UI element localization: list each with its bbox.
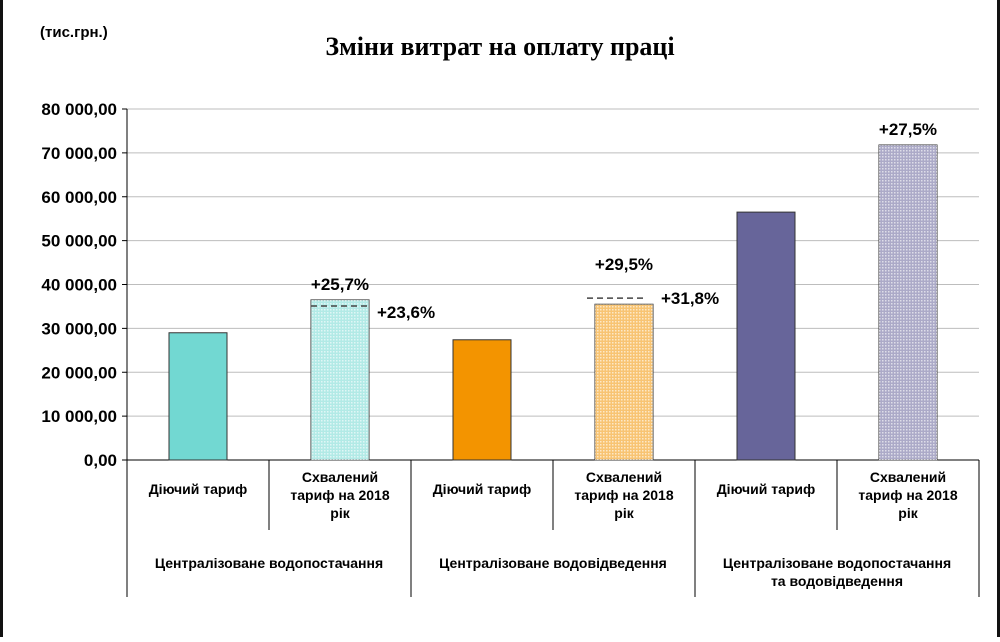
unit-label: (тис.грн.) [40, 24, 108, 41]
category-label: рік [330, 505, 350, 521]
category-label: тариф на 2018 [290, 487, 389, 503]
bar [736, 211, 796, 461]
category-label: Схвалений [870, 469, 946, 485]
category-label: Діючий тариф [433, 481, 532, 497]
category-label: Схвалений [586, 469, 662, 485]
y-tick-label: 60 000,00 [41, 188, 117, 207]
bar [452, 339, 512, 461]
y-tick-label: 20 000,00 [41, 363, 117, 382]
bar-pattern [879, 144, 937, 461]
group-label: Централізоване водовідведення [439, 555, 667, 571]
dashed-label: +31,8% [661, 289, 719, 308]
group-label: та водовідведення [771, 573, 903, 589]
category-label: рік [898, 505, 918, 521]
y-tick-label: 50 000,00 [41, 232, 117, 251]
chart-title: Зміни витрат на оплату праці [325, 32, 674, 61]
dashed-label: +23,6% [377, 303, 435, 322]
y-tick-label: 70 000,00 [41, 144, 117, 163]
category-label: тариф на 2018 [574, 487, 673, 503]
bar-pattern [595, 304, 653, 460]
category-label: Діючий тариф [717, 481, 816, 497]
data-label: +27,5% [879, 120, 937, 139]
y-tick-label: 10 000,00 [41, 407, 117, 426]
group-label: Централізоване водопостачання [155, 555, 383, 571]
data-label: +29,5% [595, 255, 653, 274]
y-tick-label: 40 000,00 [41, 276, 117, 295]
bar-pattern [311, 299, 369, 460]
y-tick-label: 30 000,00 [41, 319, 117, 338]
category-label: Схвалений [302, 469, 378, 485]
bar [168, 332, 228, 461]
category-label: Діючий тариф [149, 481, 248, 497]
y-tick-label: 0,00 [84, 451, 117, 470]
y-tick-label: 80 000,00 [41, 100, 117, 119]
category-label: рік [614, 505, 634, 521]
data-label: +25,7% [311, 275, 369, 294]
category-label: тариф на 2018 [858, 487, 957, 503]
bar-chart: (тис.грн.) Зміни витрат на оплату праці … [40, 24, 980, 597]
group-label: Централізоване водопостачання [723, 555, 951, 571]
